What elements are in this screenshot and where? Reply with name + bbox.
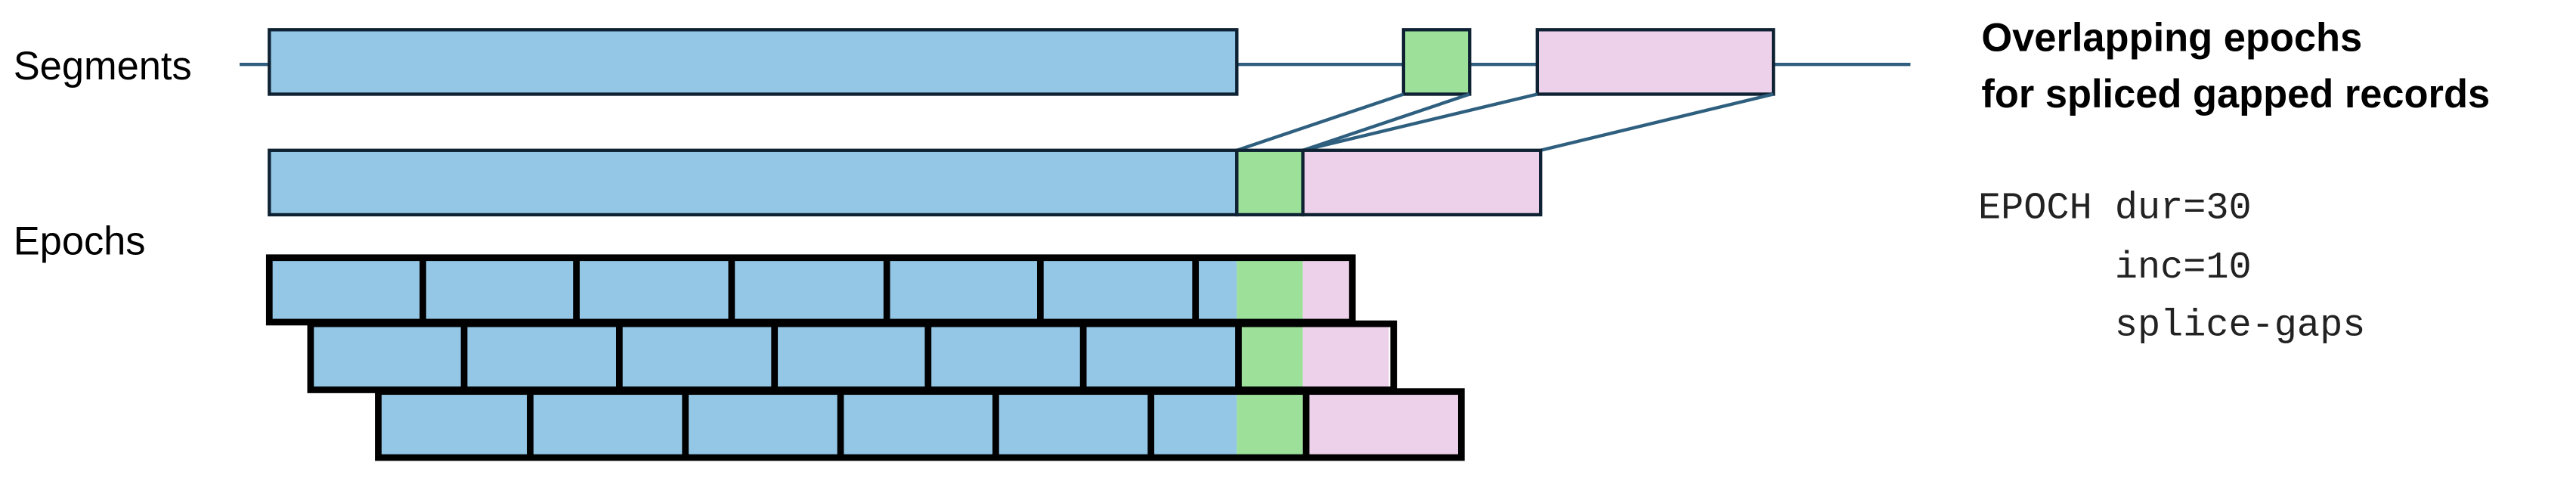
epoch-row-1 — [265, 254, 1356, 326]
command-line-3: splice-gaps — [1978, 304, 2365, 347]
command-line-1: EPOCH dur=30 — [1978, 187, 2252, 230]
segments-label: Segments — [14, 45, 192, 88]
segment-1 — [268, 28, 1239, 96]
title-line-1: Overlapping epochs — [1981, 17, 2362, 60]
epoch-row-2 — [307, 320, 1398, 393]
segment-2 — [1401, 28, 1472, 96]
segment-3 — [1535, 28, 1776, 96]
command-line-2: inc=10 — [1978, 247, 2252, 290]
epochs-label: Epochs — [14, 219, 146, 263]
epoch-row-3 — [375, 388, 1465, 461]
title-line-2: for spliced gapped records — [1981, 73, 2490, 116]
splice-connectors — [1236, 92, 1774, 152]
spliced-record — [268, 148, 1543, 217]
